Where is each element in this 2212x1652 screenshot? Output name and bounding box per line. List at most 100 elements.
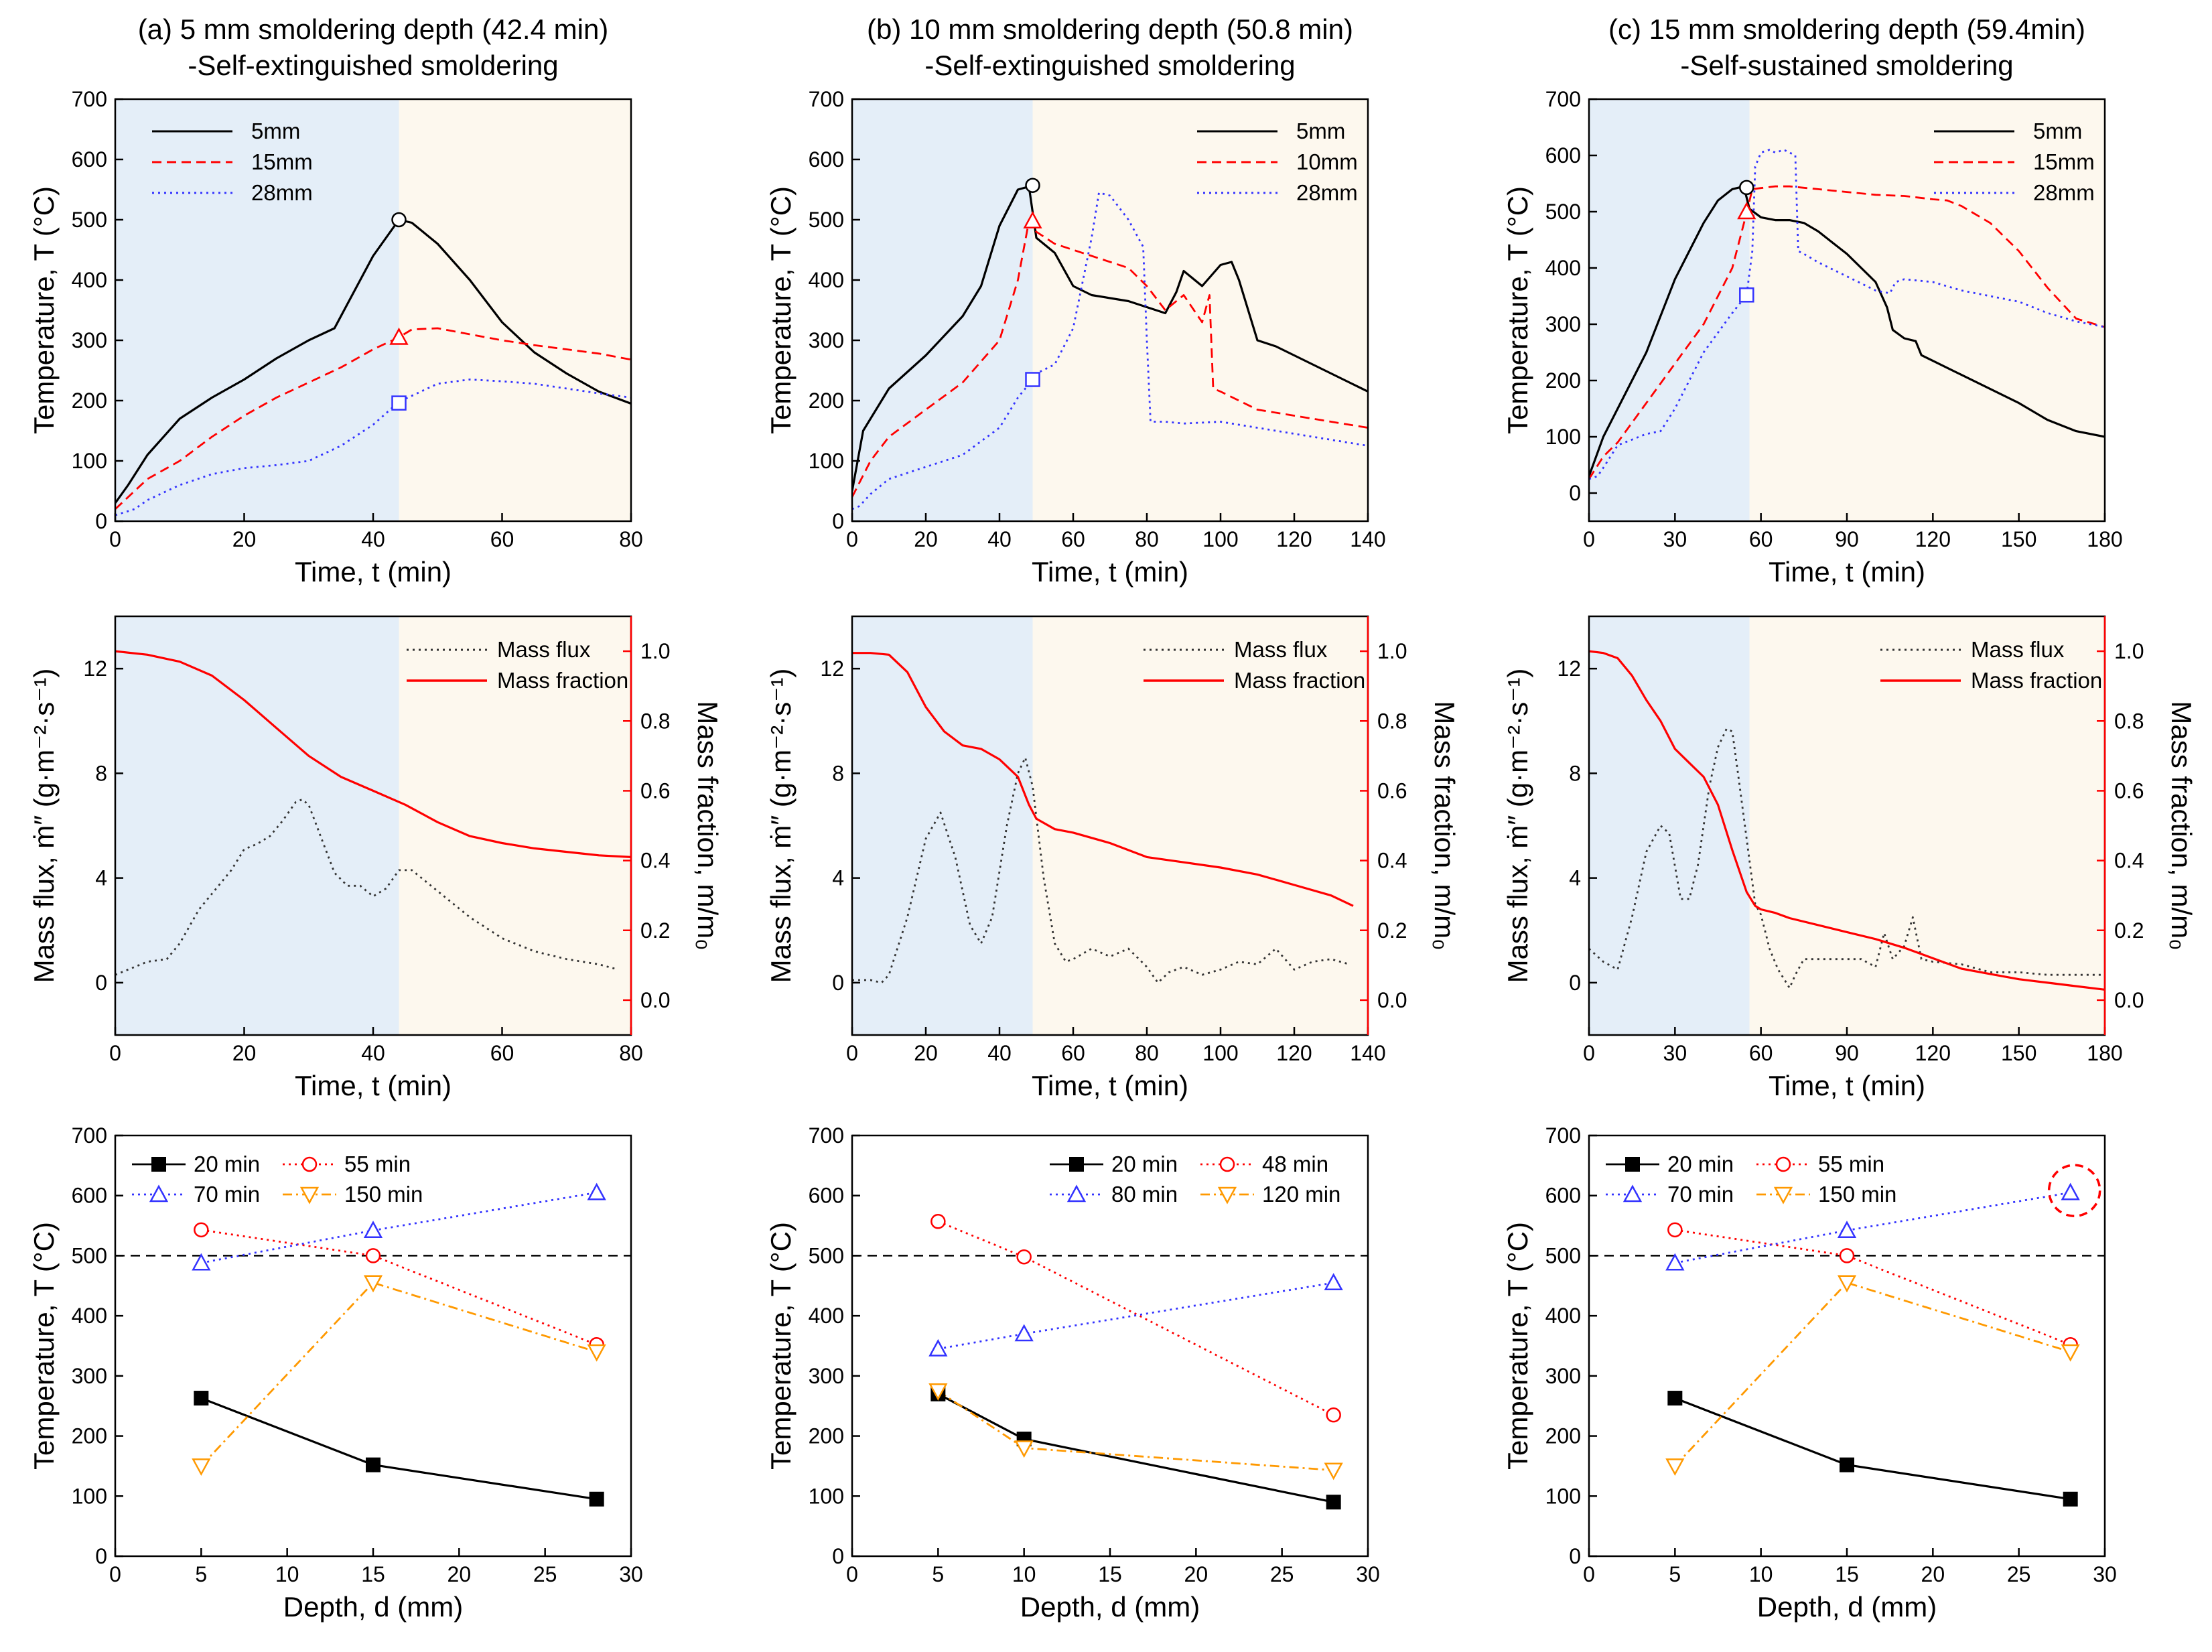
x-tick-label: 100	[1202, 1041, 1238, 1065]
plot-area	[852, 652, 1354, 984]
y-tick-label: 200	[72, 389, 107, 413]
series-line-5mm	[115, 218, 631, 504]
legend-label: 70 min	[1667, 1182, 1734, 1207]
data-point-55-min	[365, 1248, 381, 1263]
data-point-20-min	[2063, 1491, 2078, 1507]
plot-area	[937, 1221, 1334, 1503]
y-tick-label: 200	[1545, 1424, 1581, 1448]
plot-area	[115, 218, 631, 517]
y-axis-label: Temperature, T (°C)	[765, 1222, 797, 1470]
data-point-20-min	[589, 1491, 604, 1507]
y2-tick-label: 0.4	[640, 849, 670, 873]
y-tick-label: 300	[809, 328, 844, 352]
legend: Mass flux Mass fraction	[407, 637, 628, 693]
legend: 5mm 10mm 28mm	[1197, 119, 1358, 205]
y-tick-label: 100	[72, 449, 107, 473]
y-tick-label: 500	[1545, 200, 1581, 224]
panel-title: (b) 10 mm smoldering depth (50.8 min)	[867, 13, 1353, 45]
pre-region-shade	[852, 99, 1033, 521]
data-point-70-min	[1837, 1221, 1857, 1238]
transition-marker	[391, 212, 407, 228]
series-line-15mm	[1589, 185, 2105, 480]
legend: 20 min 55 min 70 min 150 min	[132, 1152, 423, 1207]
y-tick-label: 500	[72, 1243, 107, 1267]
pre-region-shade	[115, 99, 399, 521]
pre-region-shade	[852, 616, 1033, 1035]
x-tick-label: 30	[1663, 527, 1687, 551]
x-tick-label: 10	[1749, 1562, 1773, 1586]
legend: 5mm 15mm 28mm	[152, 119, 313, 205]
x-tick-label: 5	[195, 1562, 207, 1586]
x-tick-label: 15	[1835, 1562, 1859, 1586]
panel-subtitle: -Self-extinguished smoldering	[924, 50, 1295, 81]
series-line-55-min	[201, 1229, 598, 1346]
y-tick-label: 0	[1569, 971, 1581, 995]
data-point-55-min	[1839, 1248, 1855, 1263]
y-tick-label: 500	[809, 1243, 844, 1267]
y2-tick-label: 0.6	[640, 778, 670, 803]
y2-tick-label: 0.8	[1377, 709, 1407, 733]
legend-marker	[1069, 1157, 1084, 1172]
x-axis-label: Time, t (min)	[1032, 1070, 1188, 1101]
x-axis-label: Depth, d (mm)	[1020, 1591, 1200, 1623]
y-tick-label: 0	[95, 509, 107, 533]
x-tick-label: 60	[490, 1041, 514, 1065]
data-point-20-min	[1667, 1391, 1683, 1406]
y-tick-label: 300	[72, 1364, 107, 1388]
y-axis-label: Mass flux, ṁ″ (g·m⁻²·s⁻¹)	[1502, 669, 1533, 983]
x-tick-label: 0	[1583, 527, 1595, 551]
data-point-150-min	[192, 1458, 211, 1476]
series-line-20-min	[1674, 1397, 2071, 1501]
data-point-150-min	[1837, 1275, 1857, 1293]
x-tick-label: 60	[490, 527, 514, 551]
y2-tick-label: 0.0	[640, 988, 670, 1012]
x-tick-label: 10	[275, 1562, 299, 1586]
panel-subtitle: -Self-extinguished smoldering	[188, 50, 558, 81]
x-tick-label: 40	[987, 1041, 1012, 1065]
y-axis-label: Mass flux, ṁ″ (g·m⁻²·s⁻¹)	[28, 669, 60, 983]
legend: Mass flux Mass fraction	[1144, 637, 1365, 693]
plot-frame	[851, 98, 1369, 523]
x-tick-label: 0	[109, 527, 121, 551]
x-tick-label: 150	[2001, 1041, 2036, 1065]
legend-label: 80 min	[1111, 1182, 1178, 1207]
highlight-circle	[2047, 1164, 2101, 1217]
legend-label: 15mm	[2033, 149, 2095, 174]
legend-label: 28mm	[251, 180, 313, 205]
data-point-55-min	[194, 1222, 209, 1238]
y-tick-label: 0	[832, 971, 844, 995]
legend-label: 10mm	[1296, 149, 1358, 174]
y-tick-label: 400	[809, 1304, 844, 1328]
transition-marker	[1023, 211, 1042, 229]
x-tick-label: 0	[1583, 1562, 1595, 1586]
x-tick-label: 10	[1012, 1562, 1036, 1586]
legend-label: 20 min	[1111, 1152, 1178, 1176]
legend-label: 150 min	[344, 1182, 423, 1207]
y-tick-label: 100	[1545, 425, 1581, 449]
pre-region-shade	[115, 616, 399, 1035]
y2-tick-label: 0.6	[1377, 778, 1407, 803]
x-tick-label: 0	[109, 1562, 121, 1586]
y-tick-label: 8	[95, 761, 107, 785]
data-point-150-min	[363, 1275, 383, 1293]
y2-tick-label: 0.8	[640, 709, 670, 733]
series-line-120-min	[937, 1390, 1334, 1472]
plot-area	[852, 185, 1368, 510]
data-point-150-min	[587, 1344, 606, 1362]
x-tick-label: 120	[1276, 527, 1312, 551]
data-point-120-min	[1014, 1440, 1034, 1458]
x-tick-label: 40	[361, 1041, 385, 1065]
series-line-20-min	[937, 1393, 1334, 1503]
y-axis-label: Temperature, T (°C)	[28, 1222, 60, 1470]
y-tick-label: 200	[72, 1424, 107, 1448]
x-tick-label: 25	[2007, 1562, 2031, 1586]
y-tick-label: 4	[95, 866, 107, 890]
y2-tick-label: 0.4	[2114, 849, 2144, 873]
y-tick-label: 0	[832, 1544, 844, 1568]
x-tick-label: 30	[619, 1562, 643, 1586]
x-tick-label: 15	[361, 1562, 385, 1586]
legend-marker	[1775, 1156, 1791, 1172]
transition-marker	[1025, 372, 1040, 387]
legend: 20 min 55 min 70 min 150 min	[1606, 1152, 1896, 1207]
y-tick-label: 500	[72, 208, 107, 232]
